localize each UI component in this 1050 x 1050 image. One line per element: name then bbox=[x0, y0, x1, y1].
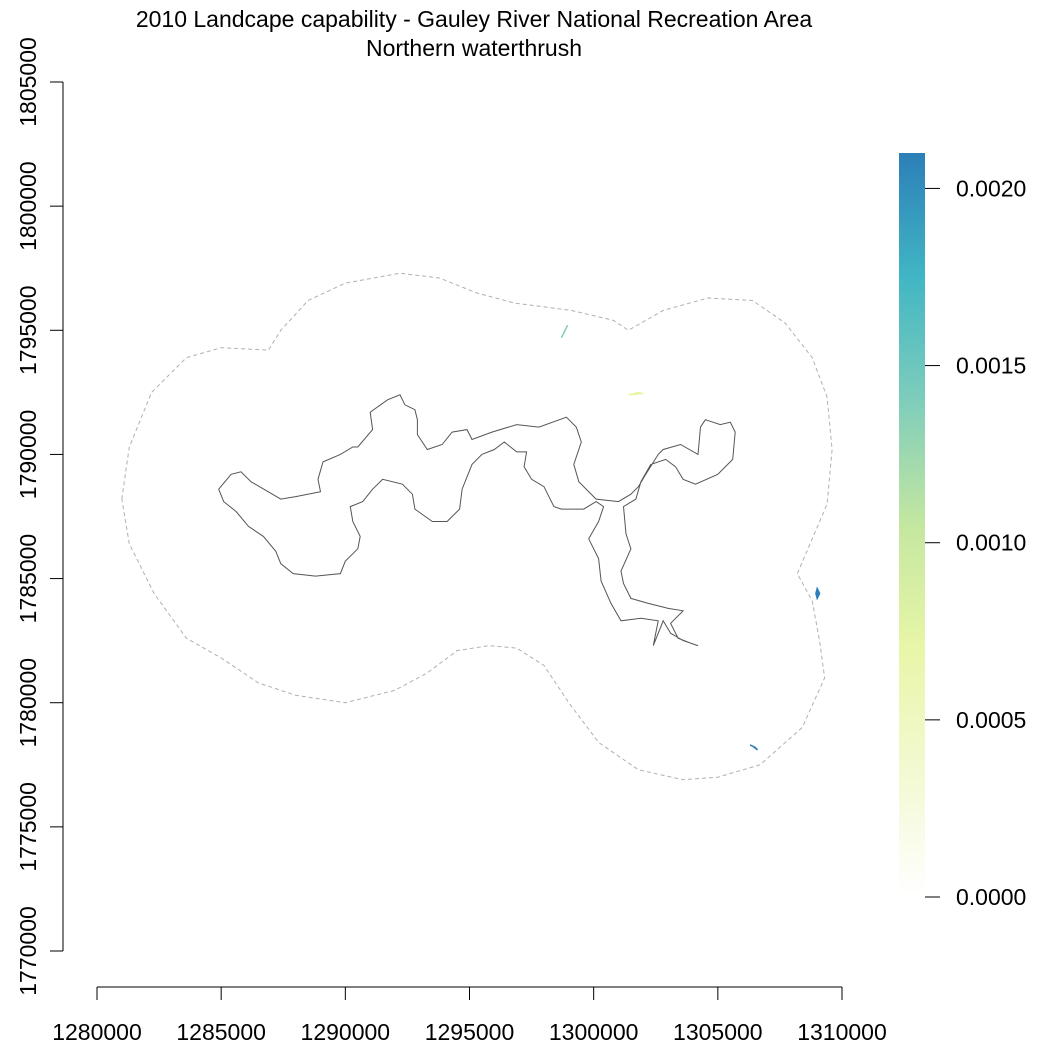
park-outline bbox=[218, 394, 736, 647]
park-boundary bbox=[218, 394, 736, 647]
y-tick-label: 1770000 bbox=[15, 906, 41, 996]
x-tick-label: 1290000 bbox=[301, 1019, 391, 1045]
raster-patch-2 bbox=[815, 586, 821, 601]
y-tick-label: 1790000 bbox=[15, 410, 41, 500]
map-title: 2010 Landcape capability - Gauley River … bbox=[136, 6, 813, 61]
x-axis: 1280000 1285000 1290000 1295000 1300000 13050… bbox=[52, 986, 887, 1045]
x-tick-label: 1305000 bbox=[673, 1019, 763, 1045]
y-tick-label: 1785000 bbox=[15, 534, 41, 624]
title-line-1: 2010 Landcape capability - Gauley River … bbox=[136, 6, 813, 32]
y-tick-label: 1775000 bbox=[15, 782, 41, 872]
legend-tick-label: 0.0005 bbox=[956, 707, 1026, 733]
x-tick-label: 1310000 bbox=[797, 1019, 887, 1045]
x-tick-label: 1295000 bbox=[425, 1019, 515, 1045]
y-tick-label: 1795000 bbox=[15, 286, 41, 376]
legend-bar bbox=[899, 153, 925, 897]
legend-tick-label: 0.0020 bbox=[956, 175, 1026, 201]
y-axis: 1770000 1775000 1780000 1785000 1790000 17950… bbox=[15, 37, 64, 996]
buffer-boundary bbox=[121, 272, 833, 781]
legend-tick-label: 0.0015 bbox=[956, 353, 1026, 379]
y-tick-label: 1805000 bbox=[15, 37, 41, 127]
legend-tick-label: 0.0010 bbox=[956, 530, 1026, 556]
raster-patch-1 bbox=[560, 324, 569, 339]
raster-layer bbox=[560, 324, 821, 751]
raster-patch-4 bbox=[628, 391, 644, 396]
raster-patch-3 bbox=[749, 744, 759, 751]
title-line-2: Northern waterthrush bbox=[366, 35, 582, 61]
y-tick-label: 1800000 bbox=[15, 161, 41, 251]
buffer-outline bbox=[121, 272, 833, 781]
x-tick-label: 1280000 bbox=[52, 1019, 142, 1045]
legend-color-bar: 0.0000 0.0005 0.0010 0.0015 0.0020 bbox=[899, 153, 1026, 910]
x-tick-label: 1300000 bbox=[549, 1019, 639, 1045]
x-tick-label: 1285000 bbox=[176, 1019, 266, 1045]
legend-tick-label: 0.0000 bbox=[956, 884, 1026, 910]
y-tick-label: 1780000 bbox=[15, 658, 41, 748]
